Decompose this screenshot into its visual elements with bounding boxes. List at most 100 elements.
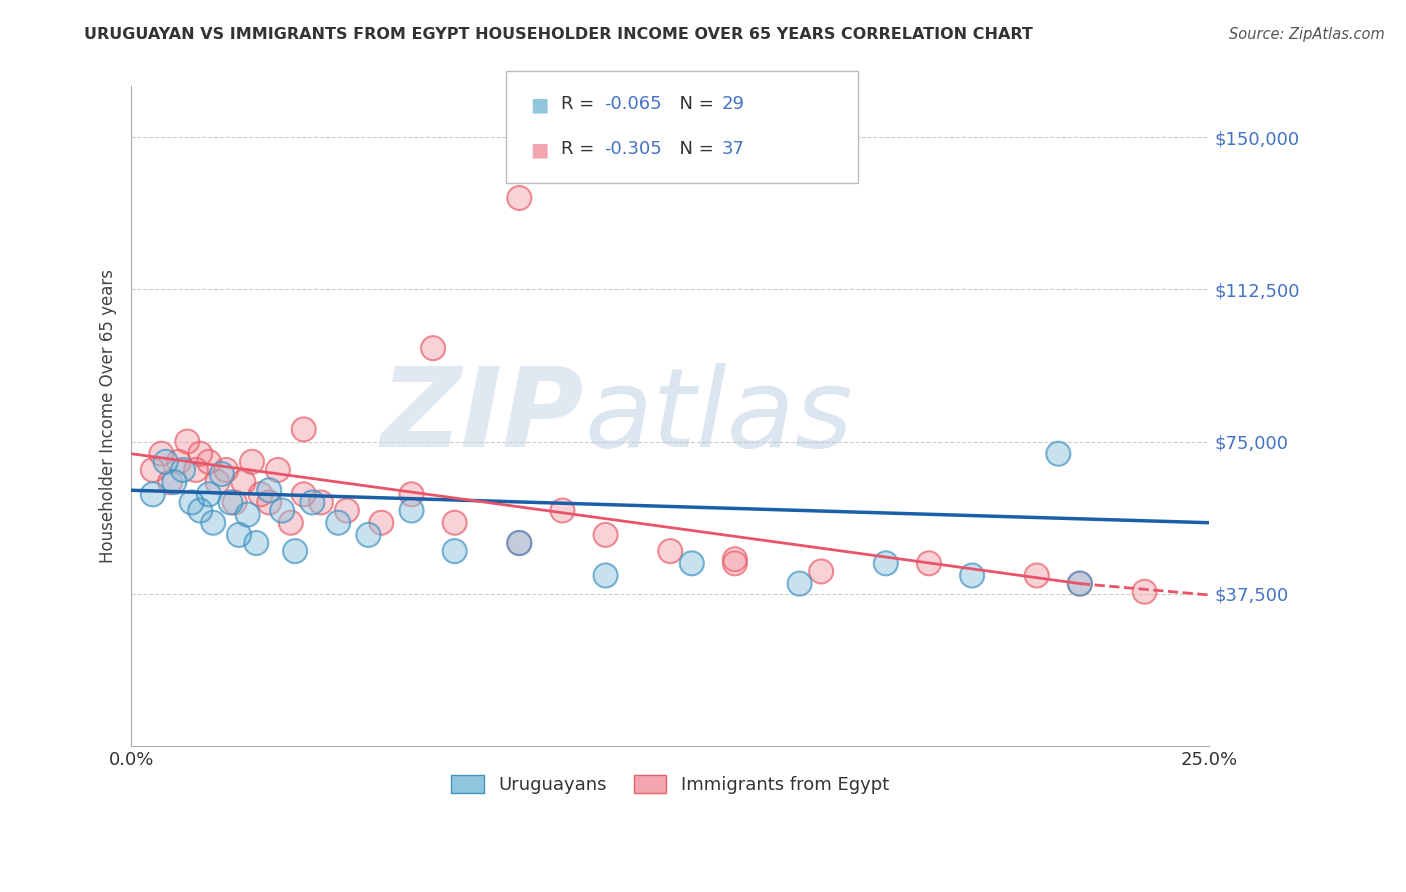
Point [224, 495, 246, 509]
Point [167, 455, 190, 469]
Point [1133, 584, 1156, 599]
Text: -0.305: -0.305 [605, 140, 662, 158]
Point [198, 455, 221, 469]
Point [207, 475, 229, 490]
Text: 37: 37 [721, 140, 744, 158]
Point [172, 463, 194, 477]
Point [163, 475, 186, 490]
Point [150, 447, 173, 461]
Point [172, 463, 194, 477]
Point [198, 487, 221, 501]
Point [422, 341, 444, 355]
Point [236, 508, 259, 522]
Point [219, 495, 242, 509]
Point [176, 434, 198, 449]
Point [198, 455, 221, 469]
Point [1069, 576, 1091, 591]
Point [159, 475, 181, 490]
Point [443, 544, 465, 558]
Point [508, 191, 530, 205]
Point [284, 544, 307, 558]
Point [207, 475, 229, 490]
Point [1047, 447, 1070, 461]
Point [249, 487, 271, 501]
Point [215, 463, 238, 477]
Point [810, 565, 832, 579]
Point [228, 528, 250, 542]
Point [142, 463, 165, 477]
Point [1025, 568, 1047, 582]
Point [810, 565, 832, 579]
Point [280, 516, 302, 530]
Legend: Uruguayans, Immigrants from Egypt: Uruguayans, Immigrants from Egypt [443, 765, 898, 803]
Point [508, 536, 530, 550]
Point [595, 528, 617, 542]
Point [328, 516, 350, 530]
Point [232, 475, 254, 490]
Text: R =: R = [561, 95, 600, 113]
Point [292, 422, 315, 436]
Point [370, 516, 392, 530]
Point [150, 447, 173, 461]
Point [918, 557, 941, 571]
Point [724, 552, 747, 566]
Point [401, 503, 423, 517]
Point [198, 487, 221, 501]
Point [188, 447, 211, 461]
Text: N =: N = [668, 140, 720, 158]
Text: atlas: atlas [583, 363, 852, 470]
Text: ■: ■ [530, 95, 548, 114]
Y-axis label: Householder Income Over 65 years: Householder Income Over 65 years [100, 269, 117, 563]
Point [257, 483, 280, 498]
Point [159, 475, 181, 490]
Text: -0.065: -0.065 [605, 95, 662, 113]
Point [240, 455, 263, 469]
Point [180, 495, 202, 509]
Text: N =: N = [668, 95, 720, 113]
Point [245, 536, 267, 550]
Point [219, 495, 242, 509]
Point [875, 557, 897, 571]
Point [202, 516, 225, 530]
Point [167, 455, 190, 469]
Point [228, 528, 250, 542]
Point [249, 487, 271, 501]
Text: Source: ZipAtlas.com: Source: ZipAtlas.com [1229, 27, 1385, 42]
Point [357, 528, 380, 542]
Point [211, 467, 233, 481]
Point [370, 516, 392, 530]
Point [245, 536, 267, 550]
Point [328, 516, 350, 530]
Point [224, 495, 246, 509]
Point [1133, 584, 1156, 599]
Point [142, 487, 165, 501]
Point [357, 528, 380, 542]
Point [1069, 576, 1091, 591]
Point [257, 495, 280, 509]
Point [1047, 447, 1070, 461]
Point [292, 487, 315, 501]
Point [681, 557, 703, 571]
Point [508, 536, 530, 550]
Point [551, 503, 574, 517]
Point [336, 503, 359, 517]
Point [188, 447, 211, 461]
Point [724, 552, 747, 566]
Point [875, 557, 897, 571]
Point [1069, 576, 1091, 591]
Point [215, 463, 238, 477]
Point [551, 503, 574, 517]
Point [176, 434, 198, 449]
Point [232, 475, 254, 490]
Point [301, 495, 323, 509]
Point [257, 495, 280, 509]
Point [211, 467, 233, 481]
Point [202, 516, 225, 530]
Text: ZIP: ZIP [381, 363, 583, 470]
Point [508, 536, 530, 550]
Point [142, 487, 165, 501]
Point [280, 516, 302, 530]
Point [1025, 568, 1047, 582]
Point [508, 536, 530, 550]
Point [443, 516, 465, 530]
